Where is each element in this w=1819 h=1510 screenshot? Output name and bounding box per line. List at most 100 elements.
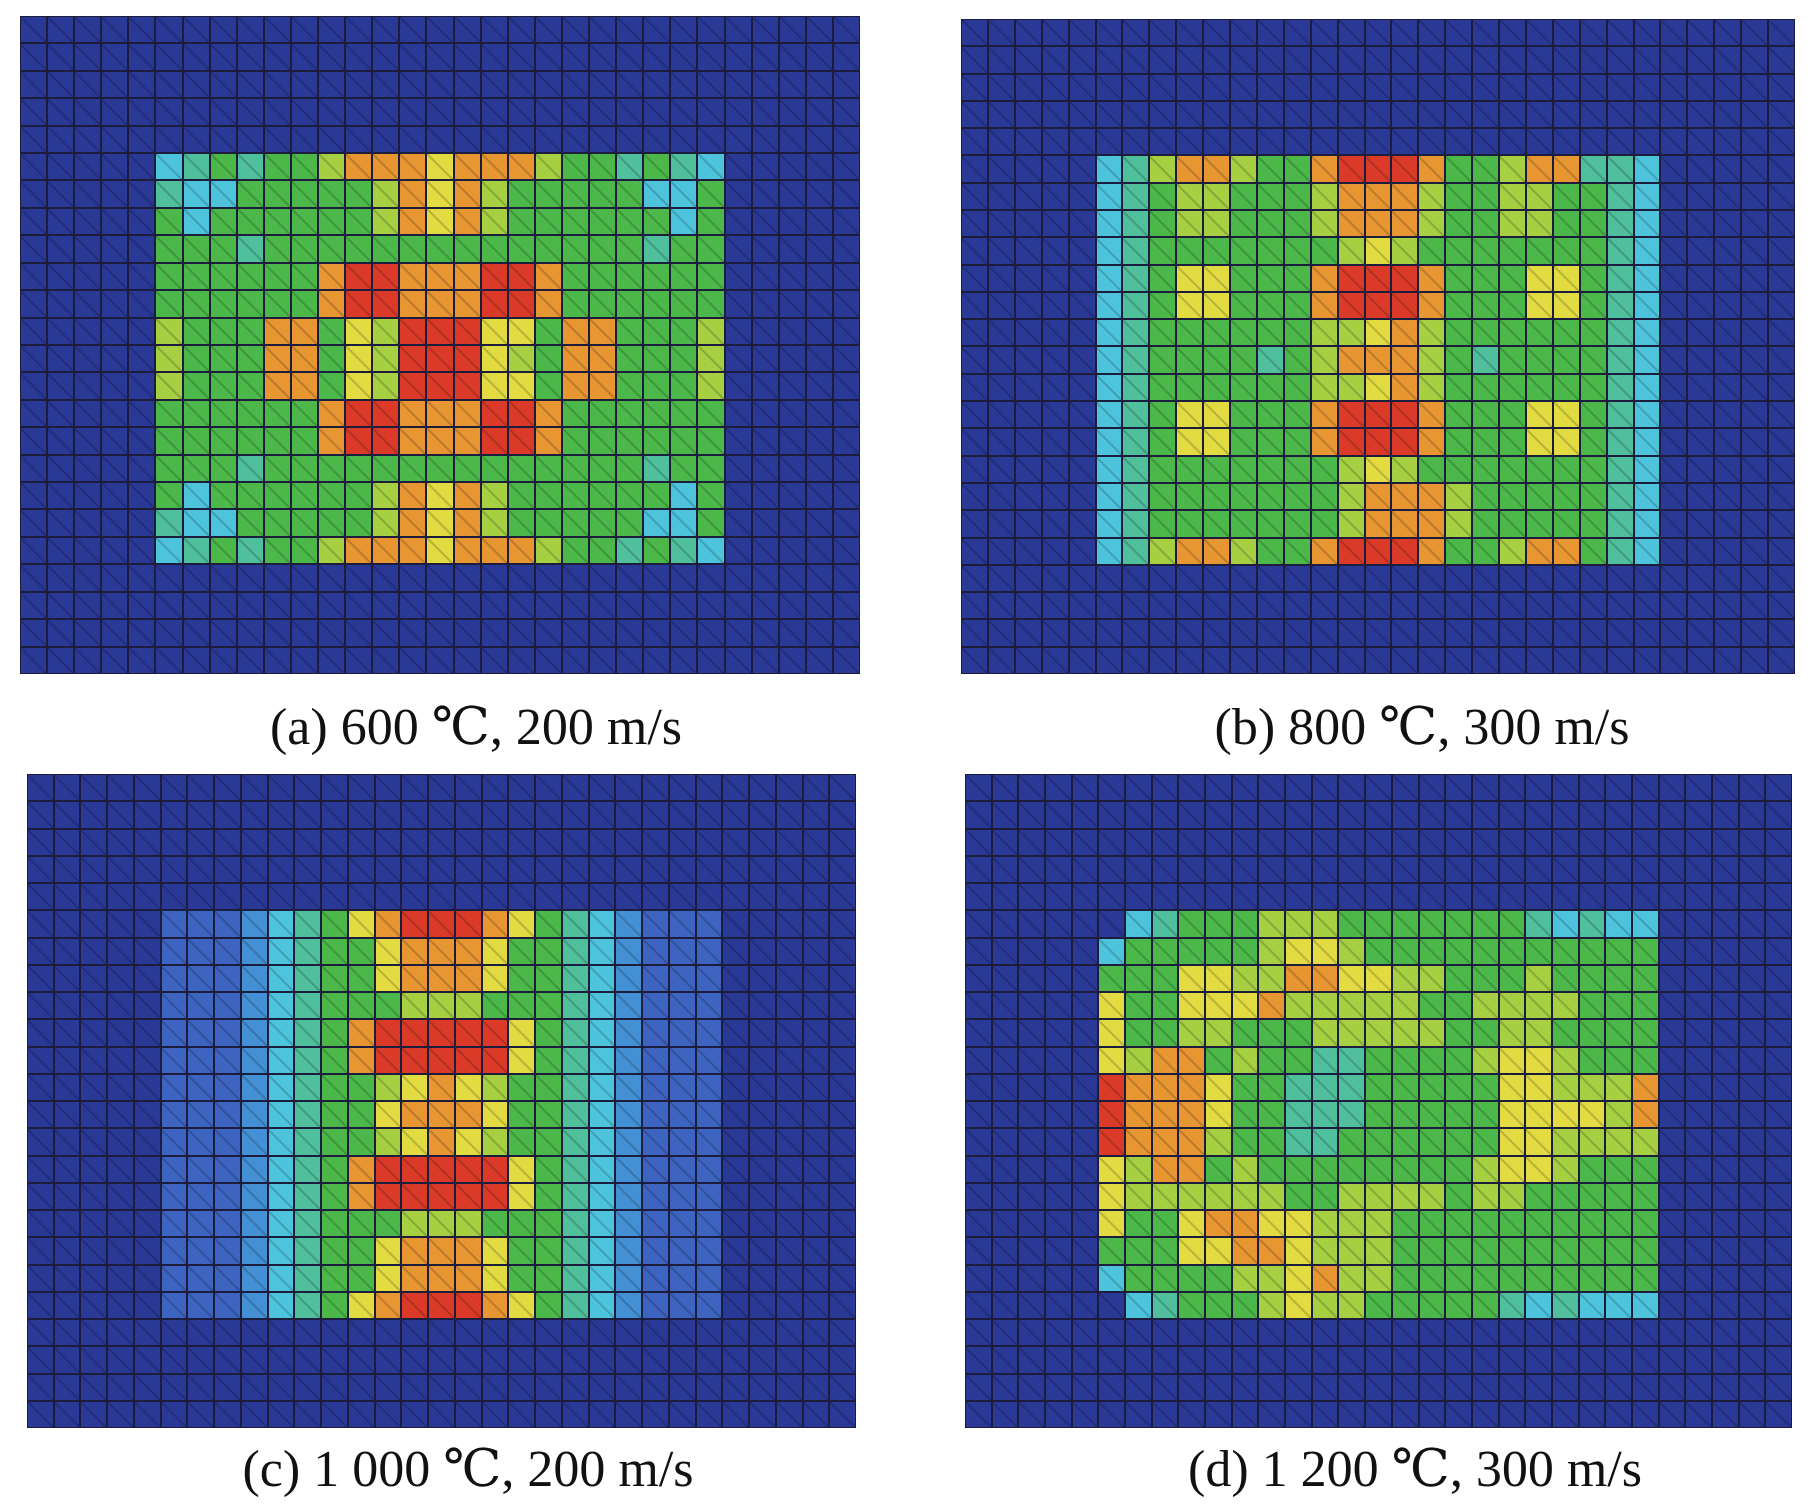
mesh-cell — [161, 1074, 187, 1100]
mesh-cell — [616, 1374, 642, 1400]
mesh-cell — [1739, 911, 1765, 937]
mesh-cell — [696, 1265, 722, 1291]
mesh-cell — [1446, 1265, 1471, 1291]
mesh-cell — [966, 993, 991, 1019]
mesh-cell — [1179, 965, 1205, 991]
mesh-cell — [830, 1129, 855, 1155]
mesh-cell — [241, 829, 267, 855]
mesh-cell — [237, 400, 263, 427]
mesh-cell — [1179, 1156, 1205, 1182]
mesh-cell — [671, 345, 697, 372]
mesh-cell — [1259, 1047, 1285, 1073]
mesh-cell — [1688, 20, 1714, 46]
mesh-cell — [1419, 183, 1445, 210]
mesh-cell — [1284, 265, 1310, 291]
mesh-cell — [562, 647, 589, 673]
mesh-cell — [481, 291, 507, 317]
mesh-cell — [1769, 320, 1794, 346]
mesh-cell — [1286, 1183, 1311, 1209]
mesh-cell — [1392, 1265, 1418, 1291]
mesh-cell — [1069, 483, 1095, 510]
mesh-cell — [830, 965, 855, 991]
mesh-cell — [54, 1074, 80, 1100]
mesh-cell — [373, 455, 399, 482]
mesh-cell — [1552, 1238, 1578, 1264]
mesh-cell — [962, 456, 987, 482]
mesh-cell — [1338, 620, 1364, 646]
mesh-cell — [1446, 1401, 1471, 1427]
mesh-cell — [454, 483, 480, 509]
mesh-cell — [966, 1320, 991, 1346]
mesh-cell — [1257, 565, 1283, 592]
mesh-cell — [375, 1211, 401, 1237]
mesh-cell — [616, 965, 642, 991]
mesh-cell — [134, 911, 160, 937]
mesh-cell — [1338, 429, 1364, 455]
mesh-cell — [102, 126, 128, 153]
mesh-cell — [241, 1347, 267, 1373]
mesh-cell — [1286, 1020, 1311, 1046]
mesh-cell — [346, 592, 372, 619]
mesh-cell — [644, 620, 670, 646]
mesh-cell — [1257, 374, 1283, 401]
mesh-cell — [1392, 1156, 1418, 1182]
mesh-cell — [1766, 1320, 1791, 1346]
mesh-cell — [830, 1183, 855, 1209]
mesh-cell — [1419, 374, 1445, 401]
mesh-cell — [28, 1129, 53, 1155]
mesh-cell — [1284, 47, 1310, 73]
mesh-cell — [346, 620, 372, 646]
mesh-cell — [1688, 429, 1714, 455]
mesh-cell — [454, 208, 480, 235]
mesh-cell — [1715, 211, 1741, 237]
mesh-cell — [215, 1265, 240, 1291]
mesh-cell — [1526, 884, 1551, 910]
mesh-cell — [322, 1047, 347, 1073]
mesh-cell — [776, 802, 802, 828]
mesh-cell — [1446, 1156, 1471, 1182]
mesh-cell — [295, 1347, 321, 1373]
mesh-cell — [1526, 211, 1552, 237]
mesh-cell — [1019, 1374, 1045, 1400]
mesh-cell — [644, 483, 670, 509]
mesh-cell — [1204, 320, 1230, 346]
mesh-cell — [1473, 74, 1499, 100]
mesh-cell — [188, 938, 214, 964]
mesh-cell — [102, 373, 128, 399]
mesh-cell — [81, 993, 107, 1019]
mesh-cell — [617, 236, 643, 262]
mesh-cell — [1392, 456, 1418, 482]
mesh-cell — [81, 1211, 107, 1237]
mesh-cell — [1472, 1292, 1498, 1318]
mesh-cell — [427, 44, 453, 70]
mesh-cell — [535, 455, 561, 482]
mesh-cell — [188, 1401, 214, 1427]
mesh-cell — [264, 592, 290, 619]
mesh-cell — [1365, 538, 1391, 564]
mesh-cell — [1231, 429, 1256, 455]
mesh-cell — [1632, 911, 1658, 937]
mesh-cell — [589, 1102, 615, 1128]
mesh-cell — [589, 1374, 615, 1400]
mesh-cell — [75, 345, 101, 372]
mesh-cell — [725, 44, 751, 70]
mesh-cell — [322, 1374, 347, 1400]
mesh-cell — [671, 236, 697, 262]
mesh-cell — [669, 884, 695, 910]
mesh-cell — [400, 483, 426, 509]
mesh-cell — [725, 17, 751, 43]
mesh-cell — [536, 1020, 561, 1046]
mesh-cell — [1715, 511, 1741, 537]
mesh-cell — [1365, 129, 1391, 155]
mesh-cell — [81, 911, 107, 937]
mesh-cell — [1046, 1265, 1071, 1291]
mesh-cell — [1392, 1401, 1418, 1427]
mesh-cell — [1446, 856, 1471, 882]
mesh-cell — [1500, 402, 1525, 428]
mesh-cell — [1019, 911, 1045, 937]
mesh-cell — [992, 1347, 1018, 1373]
mesh-cell — [1526, 511, 1552, 537]
mesh-cell — [1072, 1374, 1098, 1400]
mesh-cell — [830, 1401, 855, 1427]
mesh-cell — [616, 1401, 642, 1427]
